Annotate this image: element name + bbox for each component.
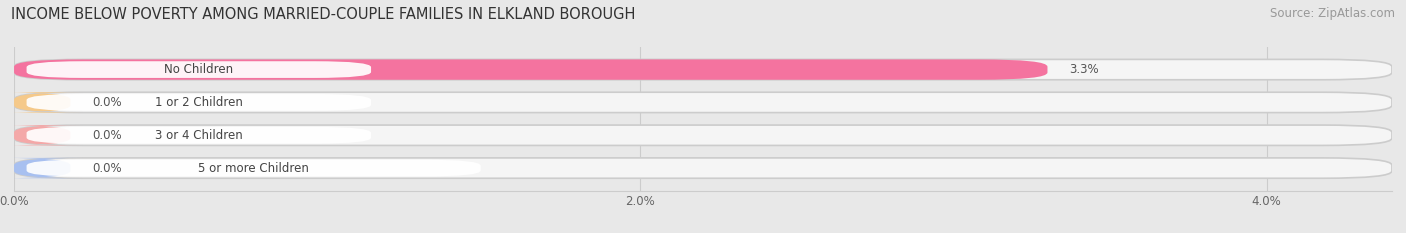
Text: INCOME BELOW POVERTY AMONG MARRIED-COUPLE FAMILIES IN ELKLAND BOROUGH: INCOME BELOW POVERTY AMONG MARRIED-COUPL… xyxy=(11,7,636,22)
Text: 0.0%: 0.0% xyxy=(93,161,122,175)
FancyBboxPatch shape xyxy=(14,59,1392,80)
FancyBboxPatch shape xyxy=(1,92,83,113)
Text: 1 or 2 Children: 1 or 2 Children xyxy=(155,96,243,109)
FancyBboxPatch shape xyxy=(27,94,371,111)
Text: 3.3%: 3.3% xyxy=(1070,63,1099,76)
FancyBboxPatch shape xyxy=(27,127,371,144)
FancyBboxPatch shape xyxy=(14,125,1392,145)
FancyBboxPatch shape xyxy=(1,125,83,145)
FancyBboxPatch shape xyxy=(27,160,481,176)
FancyBboxPatch shape xyxy=(14,59,1047,80)
Text: 3 or 4 Children: 3 or 4 Children xyxy=(155,129,243,142)
Text: 0.0%: 0.0% xyxy=(93,129,122,142)
FancyBboxPatch shape xyxy=(1,158,83,178)
FancyBboxPatch shape xyxy=(27,61,371,78)
FancyBboxPatch shape xyxy=(14,158,1392,178)
Text: 5 or more Children: 5 or more Children xyxy=(198,161,309,175)
FancyBboxPatch shape xyxy=(14,92,1392,113)
Text: Source: ZipAtlas.com: Source: ZipAtlas.com xyxy=(1270,7,1395,20)
Text: No Children: No Children xyxy=(165,63,233,76)
Text: 0.0%: 0.0% xyxy=(93,96,122,109)
